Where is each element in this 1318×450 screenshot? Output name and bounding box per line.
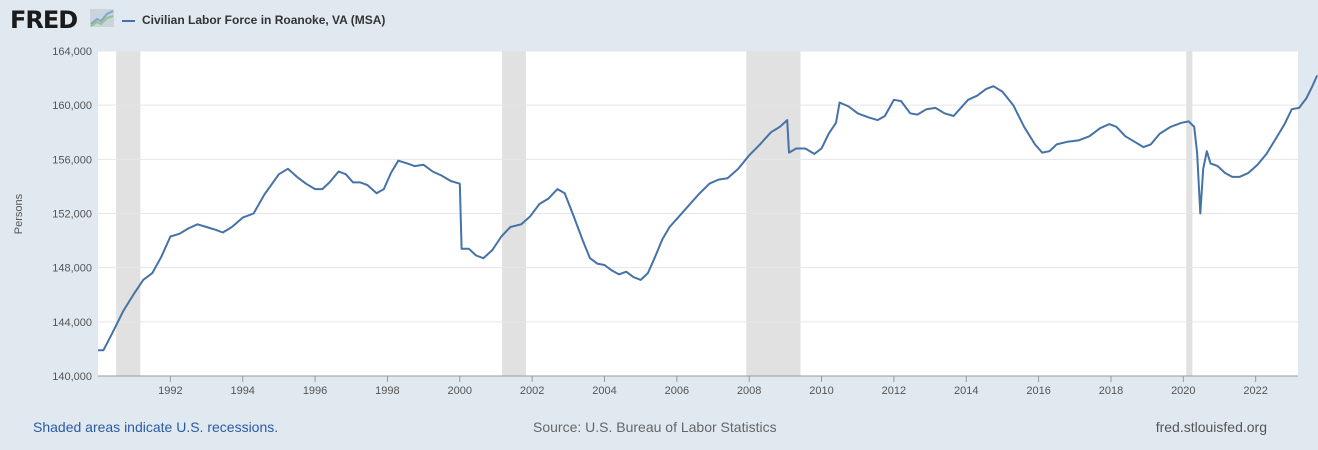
chart-header: FRED Civilian Labor Force in Roanoke, VA…: [0, 0, 1318, 40]
y-tick-label: 140,000: [52, 371, 92, 383]
x-tick-label: 2020: [1171, 385, 1195, 397]
x-tick-label: 2012: [882, 385, 906, 397]
y-tick-label: 148,000: [52, 263, 92, 275]
x-tick-label: 2010: [809, 385, 833, 397]
x-tick-label: 2022: [1243, 385, 1267, 397]
x-tick-label: 2002: [520, 385, 544, 397]
x-tick-label: 1998: [375, 385, 399, 397]
x-tick-label: 2006: [665, 385, 689, 397]
y-tick-label: 144,000: [52, 317, 92, 329]
y-tick-label: 164,000: [52, 46, 92, 58]
x-tick-label: 2004: [592, 385, 616, 397]
source-text: Source: U.S. Bureau of Labor Statistics: [533, 419, 777, 435]
fred-logo[interactable]: FRED: [10, 6, 78, 34]
series-line-0[interactable]: [98, 74, 1318, 352]
recession-note[interactable]: Shaded areas indicate U.S. recessions.: [33, 419, 279, 435]
legend-swatch: [122, 20, 135, 22]
x-tick-label: 2000: [448, 385, 472, 397]
x-tick-label: 1992: [158, 385, 182, 397]
y-tick-label: 156,000: [52, 154, 92, 166]
x-tick-label: 1996: [303, 385, 327, 397]
x-tick-label: 2008: [737, 385, 761, 397]
line-chart: 140,000 144,000 148,000 152,000 156,000 160,0…: [13, 46, 1318, 397]
x-tick-label: 2014: [954, 385, 978, 397]
y-tick-label: 160,000: [52, 100, 92, 112]
legend-label[interactable]: Civilian Labor Force in Roanoke, VA (MSA…: [142, 13, 386, 27]
x-tick-label: 1994: [230, 385, 254, 397]
fred-line-chart-icon: [90, 9, 114, 27]
x-tick-label: 2016: [1026, 385, 1050, 397]
x-tick-label: 2018: [1099, 385, 1123, 397]
y-axis-label: Persons: [13, 193, 25, 234]
site-link[interactable]: fred.stlouisfed.org: [1155, 419, 1267, 435]
y-tick-label: 152,000: [52, 209, 92, 221]
